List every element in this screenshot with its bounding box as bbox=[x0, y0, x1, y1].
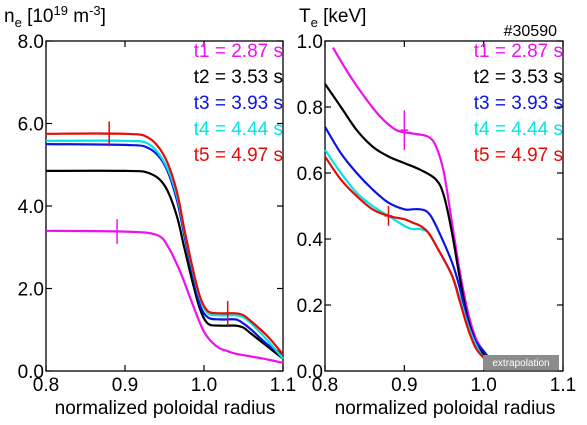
temperature-x-tick-label: 1.0 bbox=[470, 375, 496, 396]
temperature-y-tick-label: 0.4 bbox=[297, 230, 324, 251]
density-line-t2 bbox=[45, 169, 284, 360]
temperature-ticks: 0.8 0.9 1.0 1.1 0.0 0.2 0.4 0.6 0.8 1.0 bbox=[297, 32, 577, 396]
temperature-series bbox=[324, 47, 493, 366]
density-title-mid: m bbox=[68, 6, 89, 27]
density-legend-t4: t4 = 4.44 s bbox=[194, 119, 283, 140]
temperature-legend-t2: t2 = 3.53 s bbox=[474, 67, 563, 88]
density-legend-t1: t1 = 2.87 s bbox=[194, 41, 283, 62]
extrapolation-badge-bg bbox=[483, 355, 559, 370]
density-x-tick-label: 0.8 bbox=[33, 375, 59, 396]
density-legend: t1 = 2.87 s t2 = 3.53 s t3 = 3.93 s t4 = 4.… bbox=[194, 41, 283, 166]
temperature-panel: Te [keV] #30590 0.8 0.9 1.0 1.1 0.0 0.2 0.4 0.6… bbox=[297, 6, 577, 419]
temperature-y-tick-label: 0.6 bbox=[297, 164, 323, 185]
temperature-title-post: [keV] bbox=[318, 6, 367, 27]
density-legend-t3: t3 = 3.93 s bbox=[194, 93, 283, 114]
temperature-line-t1 bbox=[331, 47, 493, 362]
density-x-axis-label: normalized poloidal radius bbox=[55, 398, 276, 419]
density-title-sub: e bbox=[15, 15, 22, 30]
density-title-sup1: 19 bbox=[54, 3, 68, 18]
density-x-tick-label: 1.0 bbox=[191, 375, 217, 396]
density-line-t1 bbox=[45, 229, 284, 364]
density-y-tick-label: 0.0 bbox=[18, 362, 44, 383]
density-series bbox=[45, 121, 284, 364]
density-title-post: ] bbox=[101, 6, 106, 27]
temperature-line-t4 bbox=[324, 149, 493, 366]
temperature-legend: t1 = 2.87 s t2 = 3.53 s t3 = 3.93 s t4 = 4.… bbox=[474, 41, 563, 166]
temperature-legend-t5: t5 = 4.97 s bbox=[474, 145, 563, 166]
density-legend-t2: t2 = 3.53 s bbox=[194, 67, 283, 88]
density-y-tick-label: 2.0 bbox=[18, 280, 44, 301]
density-line-t3 bbox=[45, 143, 284, 356]
density-y-tick-label: 4.0 bbox=[18, 197, 44, 218]
density-ticks: 0.8 0.9 1.0 1.1 0.0 2.0 4.0 6.0 8.0 bbox=[18, 32, 297, 396]
temperature-title-sub: e bbox=[311, 15, 318, 30]
temperature-x-axis-label: normalized poloidal radius bbox=[335, 398, 556, 419]
extrapolation-badge: extrapolation bbox=[483, 355, 559, 370]
temperature-title-base: T bbox=[299, 6, 311, 27]
temperature-legend-t1: t1 = 2.87 s bbox=[474, 41, 563, 62]
density-x-tick-label: 1.1 bbox=[270, 375, 296, 396]
density-x-tick-label: 0.9 bbox=[112, 375, 138, 396]
temperature-y-tick-label: 0.0 bbox=[297, 362, 323, 383]
shot-number: #30590 bbox=[504, 23, 557, 40]
temperature-y-tick-label: 0.8 bbox=[297, 98, 323, 119]
extrapolation-label: extrapolation bbox=[492, 358, 549, 369]
temperature-panel-title: Te [keV] bbox=[299, 6, 366, 30]
temperature-legend-t4: t4 = 4.44 s bbox=[474, 119, 563, 140]
density-panel-title: ne [1019 m-3] bbox=[4, 3, 106, 30]
temperature-y-tick-label: 0.2 bbox=[297, 296, 323, 317]
density-panel: ne [1019 m-3] 0.8 0.9 1.0 1.1 0.0 2.0 4.0 6.0 8.… bbox=[4, 3, 296, 419]
temperature-line-t5 bbox=[324, 155, 493, 366]
temperature-x-tick-label: 1.1 bbox=[550, 375, 576, 396]
density-y-tick-label: 6.0 bbox=[18, 115, 44, 136]
density-legend-t5: t5 = 4.97 s bbox=[194, 145, 283, 166]
density-title-pre: [10 bbox=[22, 6, 54, 27]
temperature-y-tick-label: 1.0 bbox=[297, 32, 323, 53]
temperature-legend-t3: t3 = 3.93 s bbox=[474, 93, 563, 114]
density-title-base: n bbox=[4, 6, 15, 27]
temperature-x-tick-label: 0.8 bbox=[312, 375, 338, 396]
density-line-t5 bbox=[45, 132, 284, 356]
temperature-x-tick-label: 0.9 bbox=[391, 375, 417, 396]
temperature-plot-frame bbox=[324, 40, 564, 372]
density-y-tick-label: 8.0 bbox=[18, 32, 44, 53]
density-title-sup2: -3 bbox=[89, 3, 101, 18]
